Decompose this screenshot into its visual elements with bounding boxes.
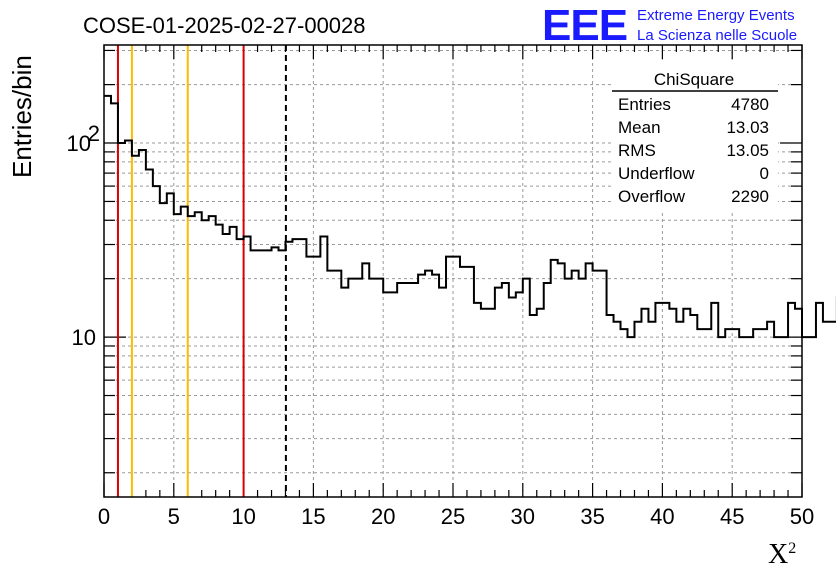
x-axis-label: X2 <box>768 539 796 570</box>
logo-line-2: La Scienza nelle Scuole <box>637 27 797 44</box>
x-tick-label: 40 <box>650 504 674 529</box>
x-tick-label: 30 <box>511 504 535 529</box>
chart-title: COSE-01-2025-02-27-00028 <box>83 13 366 38</box>
stats-label-entries: Entries <box>618 95 671 114</box>
grid <box>104 45 802 497</box>
x-tick-label: 0 <box>98 504 110 529</box>
stats-value-entries: 4780 <box>731 95 769 114</box>
stats-value-rms: 13.05 <box>726 141 769 160</box>
eee-logo: EEE Extreme Energy Events La Scienza nel… <box>542 1 797 50</box>
stats-label-mean: Mean <box>618 118 661 137</box>
vertical-markers <box>116 45 287 497</box>
x-tick-label: 50 <box>790 504 814 529</box>
y-tick-label: 10 <box>67 131 91 156</box>
stats-value-mean: 13.03 <box>726 118 769 137</box>
y-axis-label: Entries/bin <box>7 55 37 178</box>
stats-box: ChiSquare Entries 4780 Mean 13.03 RMS 13… <box>612 63 778 213</box>
stats-label-underflow: Underflow <box>618 164 695 183</box>
x-tick-label: 10 <box>231 504 255 529</box>
x-tick-label: 5 <box>168 504 180 529</box>
histogram-line <box>104 94 836 339</box>
logo-line-1: Extreme Energy Events <box>637 7 795 24</box>
stats-label-rms: RMS <box>618 141 656 160</box>
x-tick-label: 45 <box>720 504 744 529</box>
x-tick-labels: 0 5 10 15 20 25 30 35 40 45 50 <box>98 504 814 529</box>
x-tick-label: 35 <box>580 504 604 529</box>
stats-value-underflow: 0 <box>760 164 769 183</box>
logo-text: EEE <box>542 1 627 50</box>
stats-label-overflow: Overflow <box>618 187 686 206</box>
plot-frame <box>103 44 803 498</box>
axis-ticks <box>103 45 803 497</box>
x-tick-label: 15 <box>301 504 325 529</box>
y-tick-label: 10 <box>72 325 96 350</box>
stats-value-overflow: 2290 <box>731 187 769 206</box>
x-tick-label: 25 <box>441 504 465 529</box>
x-axis-label-superscript: 2 <box>788 540 796 557</box>
x-tick-label: 20 <box>371 504 395 529</box>
y-tick-label-exponent: 2 <box>88 121 100 146</box>
stats-title: ChiSquare <box>654 70 734 89</box>
